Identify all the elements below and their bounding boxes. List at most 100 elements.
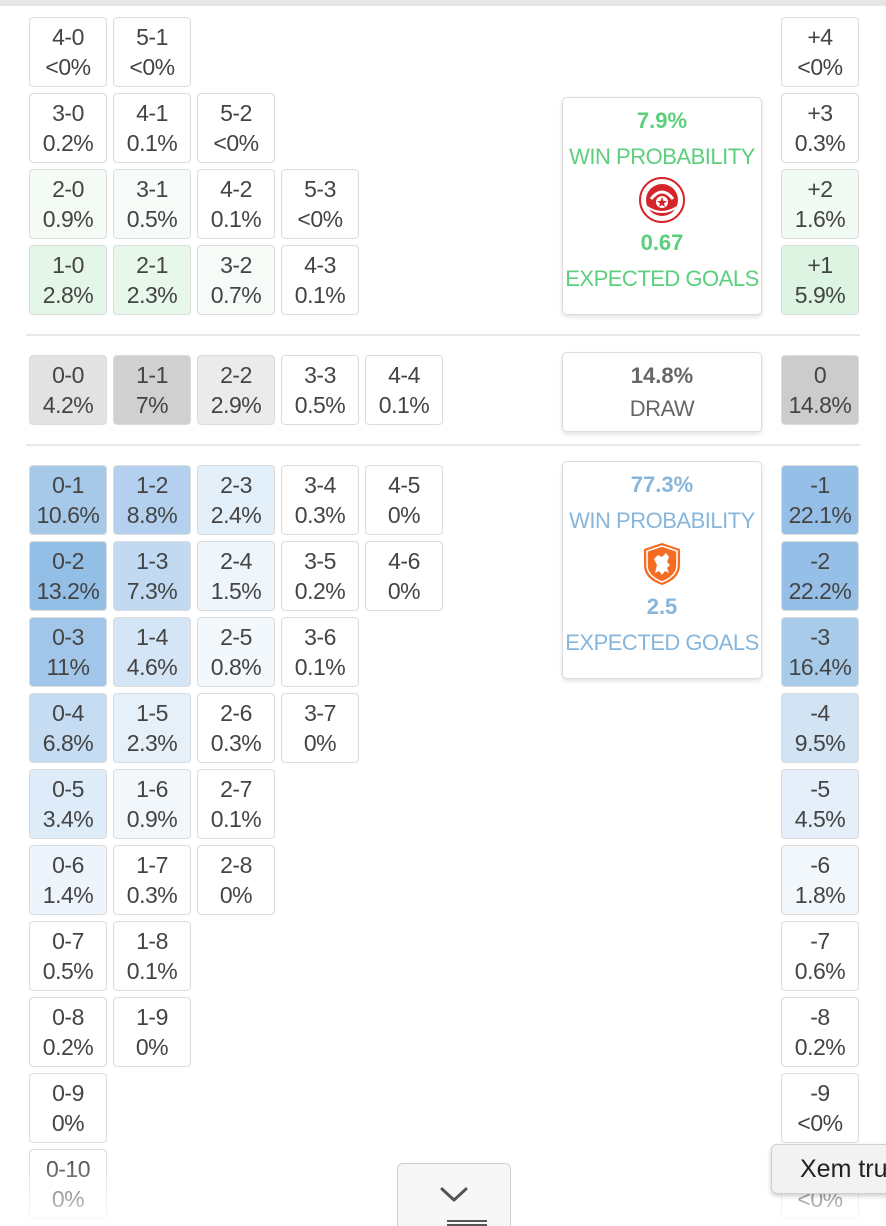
margin-cell-pct: 1.8% xyxy=(794,882,846,908)
score-cell: 0-8 0.2% xyxy=(29,997,107,1067)
home-summary-card: 7.9% WIN PROBABILITY 0.67 EXPECTED GOALS xyxy=(562,97,762,315)
score-cell-label: 1-5 xyxy=(136,700,168,726)
score-cell-label: 3-6 xyxy=(304,624,336,650)
score-cell-pct: 0.8% xyxy=(210,654,262,680)
menu-handle-icon xyxy=(447,1220,487,1226)
score-cell: 2-8 0% xyxy=(197,845,275,915)
score-cell-label: 5-1 xyxy=(136,24,168,50)
away-xg-label: EXPECTED GOALS xyxy=(565,630,759,655)
margin-cell-pct: 0.3% xyxy=(794,130,846,156)
score-cell: 2-0 0.9% xyxy=(29,169,107,239)
score-cell-label: 2-7 xyxy=(220,776,252,802)
score-cell-label: 2-1 xyxy=(136,252,168,278)
score-cell: 2-5 0.8% xyxy=(197,617,275,687)
score-cell-pct: 0.5% xyxy=(294,392,346,418)
scroll-down-button[interactable] xyxy=(397,1163,511,1226)
score-cell-label: 0-3 xyxy=(52,624,84,650)
score-cell-pct: 0.7% xyxy=(210,282,262,308)
margin-cell-pct: 22.1% xyxy=(788,502,852,528)
margin-cell-label: -8 xyxy=(810,1004,830,1030)
score-cell-label: 0-6 xyxy=(52,852,84,878)
score-cell: 1-7 0.3% xyxy=(113,845,191,915)
score-cell-label: 2-0 xyxy=(52,176,84,202)
score-cell-pct: 6.8% xyxy=(42,730,94,756)
score-cell-pct: 0.1% xyxy=(294,282,346,308)
score-cell-label: 3-4 xyxy=(304,472,336,498)
score-cell: 1-4 4.6% xyxy=(113,617,191,687)
margin-cell: -1 22.1% xyxy=(781,465,859,535)
score-cell-label: 1-7 xyxy=(136,852,168,878)
score-cell-pct: 0.1% xyxy=(294,654,346,680)
tunisia-crest-icon xyxy=(639,177,685,223)
margin-cell-label: 0 xyxy=(813,362,827,388)
away-win-label: WIN PROBABILITY xyxy=(569,508,755,533)
score-cell-pct: 8.8% xyxy=(126,502,178,528)
score-cell-pct: 0% xyxy=(303,730,337,756)
score-cell: 4-0 <0% xyxy=(29,17,107,87)
home-xg-label: EXPECTED GOALS xyxy=(565,266,759,291)
score-cell-label: 4-6 xyxy=(388,548,420,574)
score-cell: 3-1 0.5% xyxy=(113,169,191,239)
score-cell-pct: <0% xyxy=(213,130,259,156)
margin-cell-pct: 0.2% xyxy=(794,1034,846,1060)
score-cell: 2-6 0.3% xyxy=(197,693,275,763)
score-cell-label: 3-0 xyxy=(52,100,84,126)
margin-cell-pct: 22.2% xyxy=(788,578,852,604)
score-cell: 4-5 0% xyxy=(365,465,443,535)
score-cell: 4-4 0.1% xyxy=(365,355,443,425)
margin-cell-label: +3 xyxy=(807,100,833,126)
margin-cell-label: +1 xyxy=(807,252,833,278)
score-cell-pct: 0% xyxy=(387,502,421,528)
margin-cell-pct: 14.8% xyxy=(788,392,852,418)
draw-label: DRAW xyxy=(629,396,695,421)
draw-pct: 14.8% xyxy=(630,363,694,388)
score-cell: 3-5 0.2% xyxy=(281,541,359,611)
score-cell-pct: 0% xyxy=(51,1110,85,1136)
score-cell-label: 3-3 xyxy=(304,362,336,388)
margin-cell-pct: 1.6% xyxy=(794,206,846,232)
score-cell: 2-1 2.3% xyxy=(113,245,191,315)
score-cell-pct: 4.2% xyxy=(42,392,94,418)
score-cell-label: 4-2 xyxy=(220,176,252,202)
score-cell: 0-9 0% xyxy=(29,1073,107,1143)
score-cell-pct: 0.9% xyxy=(126,806,178,832)
home-win-pct: 7.9% xyxy=(636,108,688,133)
score-cell: 3-7 0% xyxy=(281,693,359,763)
margin-cell-pct: <0% xyxy=(797,54,843,80)
preview-tooltip[interactable]: Xem trước xyxy=(771,1144,886,1194)
home-win-label: WIN PROBABILITY xyxy=(569,144,755,169)
margin-cell-pct: 5.9% xyxy=(794,282,846,308)
score-cell-pct: <0% xyxy=(45,54,91,80)
score-cell-pct: 4.6% xyxy=(126,654,178,680)
score-cell: 3-4 0.3% xyxy=(281,465,359,535)
score-cell: 3-0 0.2% xyxy=(29,93,107,163)
score-cell: 0-6 1.4% xyxy=(29,845,107,915)
score-cell-pct: 0.2% xyxy=(42,130,94,156)
score-cell-label: 4-1 xyxy=(136,100,168,126)
margin-cell: -6 1.8% xyxy=(781,845,859,915)
divider-home-draw xyxy=(26,334,860,336)
divider-draw-away xyxy=(26,444,860,446)
score-cell-label: 1-4 xyxy=(136,624,168,650)
score-cell: 1-9 0% xyxy=(113,997,191,1067)
score-cell-pct: 0% xyxy=(51,1186,85,1212)
score-cell: 1-3 7.3% xyxy=(113,541,191,611)
score-cell-label: 0-2 xyxy=(52,548,84,574)
score-cell-pct: 3.4% xyxy=(42,806,94,832)
score-cell: 0-1 10.6% xyxy=(29,465,107,535)
margin-cell: -9 <0% xyxy=(781,1073,859,1143)
score-cell-pct: 7.3% xyxy=(126,578,178,604)
score-cell-pct: 7% xyxy=(135,392,169,418)
margin-cell: 0 14.8% xyxy=(781,355,859,425)
score-cell-pct: 0.3% xyxy=(210,730,262,756)
score-cell-label: 4-0 xyxy=(52,24,84,50)
score-cell-pct: 2.3% xyxy=(126,282,178,308)
draw-summary-card: 14.8% DRAW xyxy=(562,352,762,432)
score-cell: 4-6 0% xyxy=(365,541,443,611)
chevron-down-icon xyxy=(440,1187,468,1202)
margin-cell-label: -4 xyxy=(810,700,830,726)
margin-cell-pct: 9.5% xyxy=(794,730,846,756)
score-cell-pct: 0% xyxy=(219,882,253,908)
score-cell-pct: 1.5% xyxy=(210,578,262,604)
score-cell-label: 0-0 xyxy=(52,362,84,388)
